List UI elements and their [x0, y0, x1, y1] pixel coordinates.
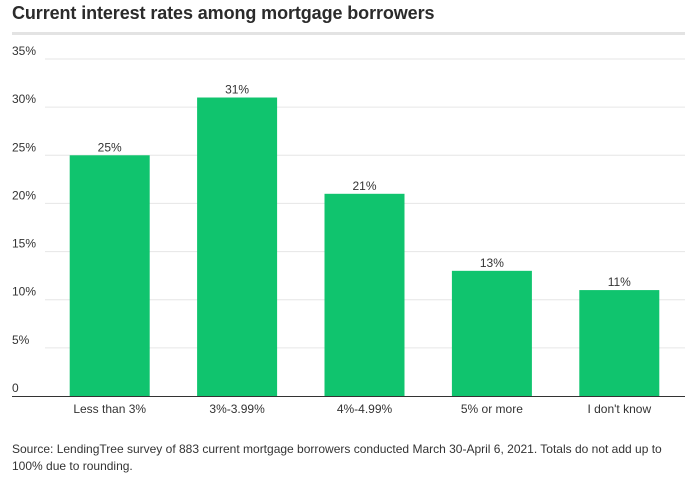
x-tick-label: 3%-3.99% [209, 402, 265, 416]
bars [69, 97, 660, 396]
y-axis-ticks: 0 5% 10% 15% 20% 25% 30% 35% [12, 44, 36, 395]
bar [451, 270, 532, 396]
y-tick-label: 10% [12, 285, 36, 299]
bar [579, 290, 660, 396]
bar [69, 155, 150, 396]
source-note: Source: LendingTree survey of 883 curren… [12, 442, 662, 473]
y-tick-label: 25% [12, 140, 36, 154]
x-tick-label: 5% or more [461, 402, 523, 416]
bar [197, 97, 278, 396]
x-tick-label: I don't know [587, 402, 651, 416]
x-tick-label: Less than 3% [73, 402, 146, 416]
y-tick-label: 0 [12, 381, 19, 395]
y-tick-label: 15% [12, 237, 36, 251]
x-tick-label: 4%-4.99% [337, 402, 393, 416]
bar-value-label: 21% [352, 179, 376, 193]
bar-value-label: 25% [98, 140, 122, 154]
bar [324, 193, 405, 396]
y-tick-label: 35% [12, 44, 36, 58]
bar-value-label: 11% [608, 275, 631, 289]
chart-title: Current interest rates among mortgage bo… [12, 3, 435, 23]
y-tick-label: 30% [12, 92, 36, 106]
bar-value-label: 13% [480, 256, 504, 270]
bar-value-label: 31% [225, 83, 249, 97]
y-tick-label: 20% [12, 188, 36, 202]
data-labels: 25% 31% 21% 13% 11% [98, 83, 632, 290]
bar-chart: 0 5% 10% 15% 20% 25% 30% 35% 25% 31% 21% 13% 11% Le… [12, 44, 685, 416]
y-tick-label: 5% [12, 333, 30, 347]
x-axis-ticks: Less than 3% 3%-3.99% 4%-4.99% 5% or more I … [73, 402, 651, 416]
title-divider [12, 32, 685, 35]
